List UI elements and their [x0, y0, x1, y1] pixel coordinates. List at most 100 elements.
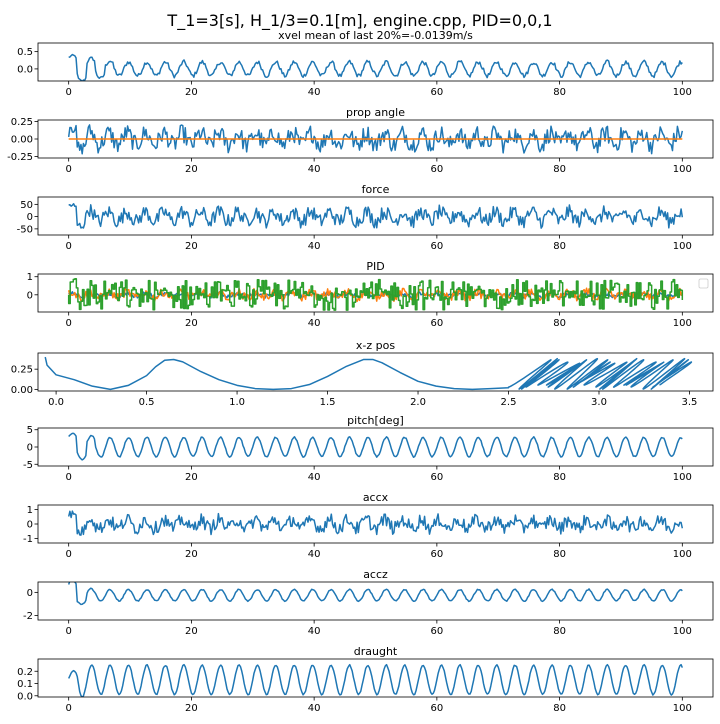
x-tick-label: 3.0 — [591, 397, 607, 408]
y-tick-label: 1 — [27, 272, 33, 283]
x-tick-label: 0 — [65, 87, 71, 98]
x-tick-label: 60 — [430, 164, 443, 175]
x-tick-label: 60 — [430, 87, 443, 98]
x-tick-label: 60 — [430, 626, 443, 637]
y-tick-label: 1 — [27, 505, 33, 516]
x-tick-label: 40 — [308, 549, 321, 560]
y-tick-label: -5 — [23, 460, 33, 471]
x-tick-label: 40 — [308, 164, 321, 175]
y-tick-label: 0.2 — [17, 667, 33, 678]
subplot-5: x-z pos 0.0 0.5 1.0 1.5 2.0 2.5 3.0 3.5 0.00 0.25 — [11, 339, 714, 408]
subplot-title: PID — [366, 260, 384, 273]
x-tick-label: 40 — [308, 241, 321, 252]
x-tick-label: 80 — [553, 472, 566, 483]
x-tick-label: 0 — [65, 626, 71, 637]
subplot-title: pitch[deg] — [347, 414, 404, 427]
figure-suptitle: T_1=3[s], H_1/3=0.1[m], engine.cpp, PID=… — [167, 11, 553, 30]
subplot-title: accx — [363, 491, 389, 504]
x-tick-label: 0.0 — [48, 397, 64, 408]
subplot-title: prop angle — [346, 106, 405, 119]
x-tick-label: 0 — [65, 318, 71, 329]
subplot-7: accx 0 20 40 60 80 100 -1 0 1 — [23, 491, 714, 560]
axes-frame — [37, 42, 714, 82]
subplot-1: xvel mean of last 20%=-0.0139m/s 0 20 40 60 8… — [17, 29, 714, 98]
x-tick-label: 80 — [553, 549, 566, 560]
axes-frame — [37, 196, 714, 236]
x-tick-label: 20 — [185, 703, 198, 714]
subplot-8: accz 0 20 40 60 80 100 -2 0 — [23, 568, 714, 637]
x-tick-label: 100 — [673, 472, 692, 483]
x-tick-label: 100 — [673, 241, 692, 252]
axes-frame — [37, 352, 714, 392]
x-tick-label: 80 — [553, 241, 566, 252]
subplot-title: draught — [354, 645, 398, 658]
x-tick-label: 100 — [673, 87, 692, 98]
y-tick-label: 0.25 — [11, 365, 33, 376]
y-tick-label: 0 — [27, 443, 33, 454]
x-tick-label: 3.5 — [682, 397, 698, 408]
x-tick-label: 60 — [430, 703, 443, 714]
x-tick-label: 20 — [185, 549, 198, 560]
y-tick-label: 0.00 — [11, 135, 33, 146]
axes-frame — [37, 581, 714, 621]
x-tick-label: 2.5 — [501, 397, 517, 408]
y-tick-label: 50 — [20, 200, 33, 211]
x-tick-label: 20 — [185, 472, 198, 483]
subplot-title: xvel mean of last 20%=-0.0139m/s — [278, 29, 473, 42]
x-tick-label: 20 — [185, 87, 198, 98]
x-tick-label: 2.0 — [410, 397, 426, 408]
series-line-3 — [67, 278, 684, 311]
subplot-title: x-z pos — [356, 339, 395, 352]
x-tick-label: 80 — [553, 703, 566, 714]
x-tick-label: 1.0 — [229, 397, 245, 408]
y-tick-label: 0.25 — [11, 117, 33, 128]
axes-frame — [37, 658, 714, 698]
x-tick-label: 60 — [430, 318, 443, 329]
y-tick-label: 0.0 — [17, 691, 33, 702]
x-tick-label: 0.5 — [139, 397, 155, 408]
y-tick-label: -2 — [23, 611, 33, 622]
series-line-1 — [68, 53, 683, 81]
x-tick-label: 100 — [673, 164, 692, 175]
series-line-1 — [68, 203, 684, 229]
series-line-1 — [68, 663, 684, 697]
x-tick-label: 0 — [65, 472, 71, 483]
x-tick-label: 40 — [308, 318, 321, 329]
y-tick-label: 0 — [27, 290, 33, 301]
x-tick-label: 100 — [673, 549, 692, 560]
x-tick-label: 60 — [430, 549, 443, 560]
x-tick-label: 40 — [308, 626, 321, 637]
x-tick-label: 40 — [308, 87, 321, 98]
x-tick-label: 80 — [553, 626, 566, 637]
x-tick-label: 80 — [553, 318, 566, 329]
y-tick-label: 0.00 — [11, 385, 33, 396]
x-tick-label: 100 — [673, 626, 692, 637]
y-tick-label: 0.1 — [17, 679, 33, 690]
y-tick-label: 0 — [27, 520, 33, 531]
x-tick-label: 20 — [185, 626, 198, 637]
x-tick-label: 80 — [553, 164, 566, 175]
x-tick-label: 40 — [308, 472, 321, 483]
y-tick-label: 0.0 — [17, 64, 33, 75]
y-tick-label: 5 — [27, 425, 33, 436]
x-tick-label: 40 — [308, 703, 321, 714]
x-tick-label: 0 — [65, 549, 71, 560]
y-tick-label: -50 — [17, 224, 33, 235]
subplot-title: accz — [363, 568, 388, 581]
x-tick-label: 100 — [673, 318, 692, 329]
series-line-1 — [68, 432, 683, 461]
axes-frame — [37, 273, 714, 313]
series-line-1 — [67, 510, 684, 536]
series-line-1 — [67, 582, 683, 606]
x-tick-label: 0 — [65, 164, 71, 175]
x-tick-label: 1.5 — [320, 397, 336, 408]
y-tick-label: 0.5 — [17, 47, 33, 58]
y-tick-label: -1 — [23, 534, 33, 545]
x-tick-label: 0 — [65, 241, 71, 252]
x-tick-label: 100 — [673, 703, 692, 714]
x-tick-label: 80 — [553, 87, 566, 98]
legend-box — [698, 278, 709, 289]
